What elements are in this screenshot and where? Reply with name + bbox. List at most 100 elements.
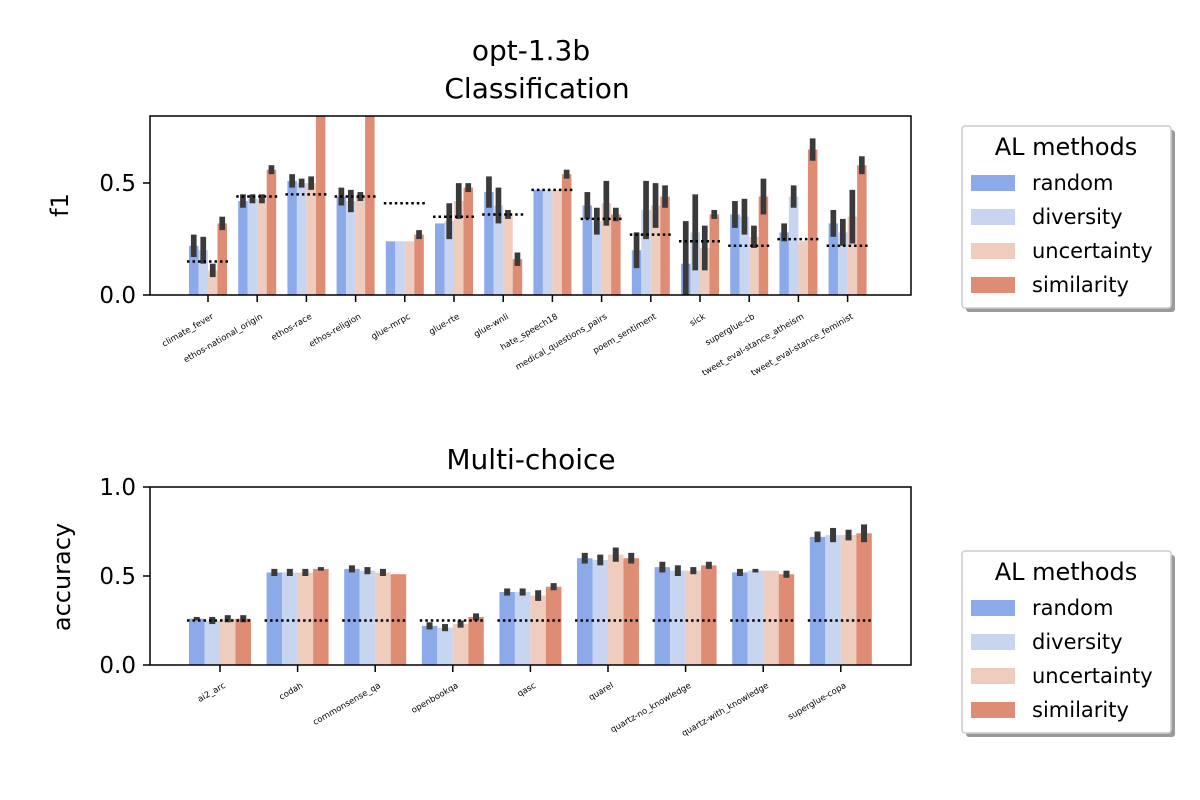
multichoice-xtick-label: commonsense_qa [311,681,382,728]
classification-title: Classification [444,72,629,105]
legend-label-similarity: similarity [1032,698,1129,722]
multichoice-bar-diversity [204,620,220,665]
classification-bar-random [828,223,839,295]
multichoice-bar-uncertainty [608,554,624,665]
multichoice-bar-similarity [313,568,329,665]
classification-bar-uncertainty [503,214,513,295]
multichoice-bar-similarity [235,618,251,665]
classification-bar-uncertainty [306,183,316,295]
classification-bar-similarity [463,187,473,295]
classification-bar-similarity [315,116,326,295]
multichoice-bar-similarity [545,586,562,665]
classification-xtick-label: glue-rte [427,312,461,337]
legend-swatch-random [971,175,1015,191]
legend-label-diversity: diversity [1032,205,1123,229]
classification-bar-uncertainty [749,236,759,295]
multichoice-bar-random [266,572,283,665]
classification-bar-random [779,232,789,295]
multichoice-bar-diversity [514,592,531,665]
legend-swatch-diversity [971,209,1015,225]
multichoice-bar-random [654,567,671,665]
classification-bar-diversity [198,250,208,295]
classification-bar-diversity [542,189,553,295]
multichoice-bar-diversity [437,627,453,665]
legend-label-random: random [1032,596,1113,620]
multichoice-ytick-label: 0.5 [99,564,136,590]
classification-bar-uncertainty [798,241,808,295]
multichoice-bar-random [577,558,593,665]
classification-axes-frame [149,115,912,296]
multichoice-legend-items: random diversity uncertainty similarity [971,596,1153,722]
multichoice-bar-similarity [468,616,484,665]
multichoice-xtick-label: openbookqa [410,681,461,716]
classification-bar-similarity [807,149,818,295]
multichoice-xtick-label: ai2_arc [196,681,228,705]
classification-bar-random [582,205,593,295]
multichoice-bar-diversity [670,570,686,665]
classification-bar-random [533,189,543,295]
multichoice-bar-random [421,625,438,665]
multichoice-bar-random [809,536,826,665]
classification-bar-uncertainty [847,216,858,295]
multichoice-ytick-label: 0.0 [99,653,136,679]
classification-bar-random [385,241,396,295]
multichoice-ytick-label: 1.0 [99,475,136,501]
classification-bar-similarity [660,196,670,295]
classification-bar-uncertainty [700,248,710,295]
classification-bar-diversity [788,196,799,295]
classification-panel: Classification f1 0.00.5climate_fevereth… [46,72,912,379]
multichoice-axes-frame [149,486,912,666]
classification-legend-title: AL methods [995,133,1138,161]
classification-bar-random [730,214,740,295]
classification-bar-uncertainty [601,203,612,295]
classification-ylabel: f1 [46,193,74,217]
multichoice-bar-diversity [592,559,608,665]
classification-bar-diversity [346,201,356,295]
classification-bar-uncertainty [404,241,415,295]
classification-bar-random [435,223,445,295]
classification-bar-similarity [365,116,375,295]
classification-bar-diversity [838,232,848,295]
classification-bar-random [287,180,297,295]
multichoice-plot-area: 0.0 0.5 1.0 ai2_arc codah commonsense_qa openb… [99,475,874,739]
multichoice-xtick-label: superglue-copa [786,681,848,723]
classification-bar-diversity [247,198,258,295]
classification-plot-area: 0.00.5climate_feverethos-national_origin… [99,116,869,379]
classification-ytick-label: 0.5 [99,171,136,197]
multichoice-xtick-label: quartz-no_knowledge [609,681,693,735]
multichoice-panel: Multi-choice accuracy 0.0 0.5 1.0 ai2_arc co… [48,443,912,739]
classification-bar-similarity [512,259,523,295]
multichoice-bar-random [344,568,360,665]
classification-bar-diversity [493,205,504,295]
classification-bar-random [484,192,494,295]
classification-bar-uncertainty [355,196,366,295]
classification-bar-random [336,196,347,295]
figure-suptitle: opt-1.3b [472,34,590,67]
legend-swatch-random [971,600,1015,616]
multichoice-bar-similarity [623,558,639,665]
classification-bar-random [631,250,642,295]
classification-legend: AL methods random diversity uncertainty sim… [961,125,1175,312]
classification-bar-uncertainty [650,205,661,295]
classification-xtick-label: sick [688,312,707,329]
multichoice-bar-diversity [825,535,841,665]
legend-swatch-diversity [971,634,1015,650]
classification-ytick-label: 0.0 [99,283,136,309]
multichoice-bar-uncertainty [840,535,857,665]
multichoice-legend: AL methods random diversity uncertainty sim… [961,550,1175,737]
multichoice-xtick-label: quartz-with_knowledge [680,681,770,739]
classification-bar-diversity [395,241,405,295]
classification-bar-uncertainty [454,201,464,295]
classification-bar-diversity [296,183,307,295]
classification-bar-uncertainty [208,270,218,295]
legend-label-random: random [1032,171,1113,195]
multichoice-bar-random [732,572,748,665]
classification-bar-diversity [641,209,651,295]
multichoice-bar-uncertainty [763,570,779,665]
classification-xtick-label: ethos-national_origin [182,312,265,365]
multichoice-bar-random [189,618,205,665]
legend-swatch-similarity [971,277,1015,293]
multichoice-bar-uncertainty [452,624,469,665]
multichoice-bar-diversity [282,572,298,665]
